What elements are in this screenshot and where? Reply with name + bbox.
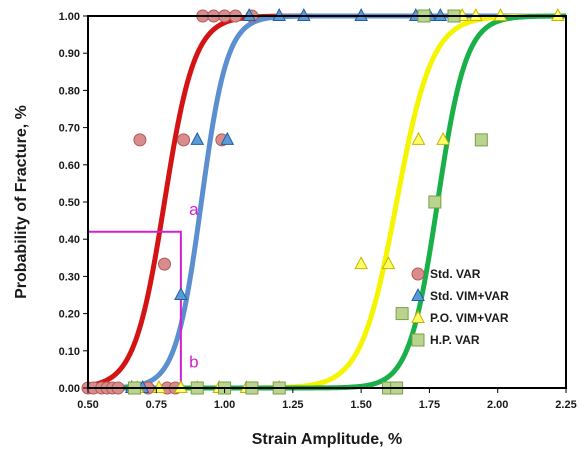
fit-curve bbox=[87, 13, 567, 391]
y-axis-title: Probability of Fracture, % bbox=[13, 105, 30, 299]
data-point bbox=[433, 8, 448, 21]
y-tick-label: 0.10 bbox=[59, 346, 80, 358]
data-point bbox=[493, 8, 508, 21]
x-tick-label: 0.75 bbox=[146, 399, 167, 411]
y-tick-label: 0.30 bbox=[59, 271, 80, 283]
y-tick-label: 0.40 bbox=[59, 234, 80, 246]
legend: Std. VAR Std. VIM+VAR P.O. VIM+VAR H.P. VAR bbox=[411, 267, 509, 347]
x-tick-label: 1.25 bbox=[282, 399, 303, 411]
x-tick-label: 2.25 bbox=[555, 399, 576, 411]
fit-curve bbox=[87, 13, 567, 391]
data-point bbox=[174, 380, 188, 393]
y-tick-label: 0.90 bbox=[59, 48, 80, 60]
data-point bbox=[395, 307, 409, 321]
x-tick-label: 1.75 bbox=[419, 399, 440, 411]
data-point bbox=[428, 195, 442, 209]
y-tick-label: 1.00 bbox=[59, 11, 80, 23]
y-tick-label: 0.20 bbox=[59, 309, 80, 321]
x-tick-label: 0.50 bbox=[77, 399, 98, 411]
data-point bbox=[174, 287, 188, 300]
data-point bbox=[296, 8, 311, 21]
data-points bbox=[81, 8, 565, 395]
data-point bbox=[157, 257, 171, 271]
x-tick-label: 1.00 bbox=[214, 399, 235, 411]
data-point bbox=[354, 8, 368, 21]
x-axis-title: Strain Amplitude, % bbox=[252, 431, 403, 448]
plot-frame bbox=[87, 15, 567, 389]
y-tick-label: 0.60 bbox=[59, 160, 80, 172]
legend-marker bbox=[411, 267, 425, 281]
y-tick-label: 0.80 bbox=[59, 85, 80, 97]
annotation-label: a bbox=[189, 200, 199, 219]
fit-curve bbox=[87, 13, 567, 389]
legend-label: P.O. VIM+VAR bbox=[430, 311, 509, 325]
axis-ticks: 0.50 0.75 1.00 1.25 1.50 1.75 2.00 2.25 0.00 0.10… bbox=[59, 11, 577, 411]
data-point bbox=[177, 133, 191, 147]
data-point bbox=[220, 131, 235, 145]
data-point bbox=[354, 256, 368, 270]
legend-label: Std. VAR bbox=[430, 267, 481, 281]
data-point bbox=[411, 131, 426, 145]
annotations: ab bbox=[189, 200, 199, 372]
data-point bbox=[436, 131, 450, 145]
data-point bbox=[469, 8, 483, 21]
y-tick-label: 0.70 bbox=[59, 123, 80, 135]
legend-marker bbox=[411, 333, 425, 347]
x-tick-label: 2.00 bbox=[487, 399, 508, 411]
data-point bbox=[550, 8, 565, 21]
legend-marker bbox=[411, 310, 425, 323]
legend-marker bbox=[411, 288, 425, 301]
data-point bbox=[242, 8, 256, 21]
data-point bbox=[272, 8, 287, 21]
fit-curves bbox=[87, 13, 567, 391]
y-tick-label: 0.00 bbox=[59, 383, 80, 395]
fit-curve bbox=[87, 13, 567, 391]
annotation-label: b bbox=[189, 353, 198, 372]
data-point bbox=[190, 131, 205, 145]
y-tick-label: 0.50 bbox=[59, 197, 80, 209]
legend-label: H.P. VAR bbox=[430, 333, 480, 347]
x-tick-label: 1.50 bbox=[350, 399, 371, 411]
data-point bbox=[474, 133, 488, 147]
guide-lines bbox=[88, 230, 182, 388]
data-point bbox=[133, 133, 147, 147]
data-point bbox=[381, 256, 396, 270]
legend-label: Std. VIM+VAR bbox=[430, 289, 509, 303]
guide-line bbox=[88, 230, 182, 388]
